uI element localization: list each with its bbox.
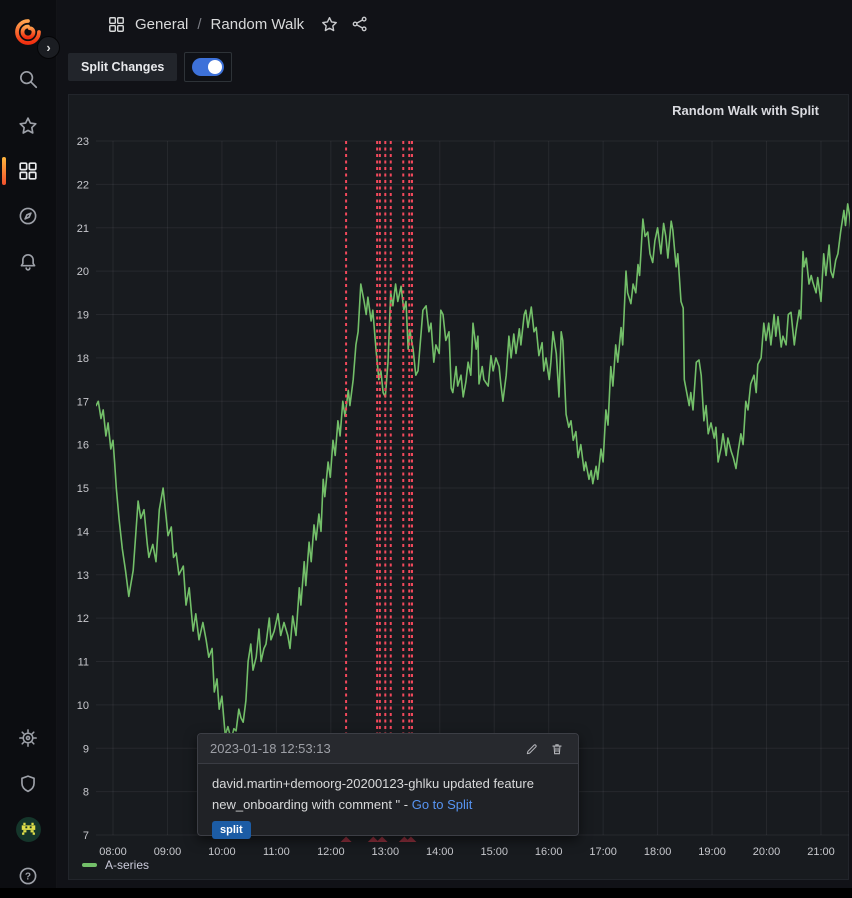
annotation-tags: split: [198, 815, 578, 844]
svg-text:11:00: 11:00: [263, 846, 290, 858]
toggle-pill: [192, 58, 225, 76]
svg-text:19: 19: [77, 310, 89, 322]
share-dashboard-button[interactable]: [349, 13, 371, 35]
annotation-tooltip: 2023-01-18 12:53:13 david.martin+demoorg…: [197, 733, 579, 839]
star-icon: [321, 16, 337, 31]
series-color-swatch: [82, 863, 97, 867]
help-icon: ?: [19, 867, 37, 885]
annotation-message: david.martin+demoorg-20200123-ghlku upda…: [212, 776, 534, 812]
svg-text:13: 13: [77, 570, 89, 582]
panel-title[interactable]: Random Walk with Split: [672, 103, 819, 118]
svg-text:9: 9: [83, 743, 89, 755]
svg-text:16: 16: [77, 440, 89, 452]
share-icon: [352, 16, 367, 32]
delete-annotation-button[interactable]: [548, 740, 566, 758]
svg-text:14:00: 14:00: [426, 846, 454, 858]
sidebar-item-starred[interactable]: [0, 109, 56, 143]
bottom-bar: [0, 888, 852, 898]
sidebar-expand-button[interactable]: ›: [37, 36, 60, 59]
active-indicator: [2, 157, 6, 185]
sidebar-item-help[interactable]: ?: [0, 859, 56, 893]
breadcrumb-separator: /: [197, 15, 202, 33]
svg-text:?: ?: [25, 872, 31, 883]
svg-text:12: 12: [77, 613, 89, 625]
svg-text:13:00: 13:00: [372, 846, 400, 858]
star-dashboard-button[interactable]: [318, 13, 340, 35]
dashboards-grid-icon: [109, 16, 124, 32]
svg-text:22: 22: [77, 179, 89, 191]
svg-text:12:00: 12:00: [317, 846, 345, 858]
edit-annotation-button[interactable]: [523, 740, 541, 758]
trash-icon: [552, 743, 562, 754]
sidebar-item-explore[interactable]: [0, 199, 56, 233]
shield-icon: [21, 775, 35, 793]
svg-text:8: 8: [83, 787, 89, 799]
svg-text:20:00: 20:00: [753, 846, 781, 858]
svg-text:10: 10: [77, 700, 89, 712]
svg-text:15: 15: [77, 483, 89, 495]
search-icon: [20, 71, 38, 89]
svg-text:17:00: 17:00: [589, 846, 617, 858]
breadcrumb-section[interactable]: General: [135, 15, 189, 33]
grafana-flame-icon: [15, 19, 41, 45]
breadcrumb: General / Random Walk: [107, 11, 371, 37]
sidebar-item-dashboards[interactable]: [0, 154, 56, 188]
svg-text:7: 7: [83, 830, 89, 842]
svg-text:20: 20: [77, 266, 89, 278]
dashboards-grid-icon: [19, 162, 37, 180]
tag-split[interactable]: split: [212, 821, 251, 839]
annotation-timestamp: 2023-01-18 12:53:13: [210, 741, 331, 756]
pencil-icon: [526, 743, 537, 754]
gear-icon: [19, 729, 37, 747]
svg-text:17: 17: [77, 396, 89, 408]
split-changes-toggle[interactable]: [184, 52, 233, 82]
star-icon: [19, 117, 37, 134]
toggle-knob: [208, 60, 223, 74]
sidebar: ?: [0, 0, 57, 898]
svg-text:14: 14: [77, 526, 89, 538]
svg-text:21: 21: [77, 223, 89, 235]
breadcrumb-page[interactable]: Random Walk: [210, 15, 305, 33]
svg-text:18: 18: [77, 353, 89, 365]
chevron-right-icon: ›: [46, 40, 51, 55]
split-changes-label: Split Changes: [68, 53, 178, 81]
svg-text:18:00: 18:00: [644, 846, 672, 858]
svg-text:10:00: 10:00: [208, 846, 236, 858]
sidebar-item-plugin[interactable]: [0, 812, 56, 846]
sidebar-item-configuration[interactable]: [0, 721, 56, 755]
svg-text:08:00: 08:00: [99, 846, 127, 858]
annotation-text: david.martin+demoorg-20200123-ghlku upda…: [198, 764, 578, 815]
svg-text:19:00: 19:00: [698, 846, 726, 858]
sidebar-item-server-admin[interactable]: [0, 767, 56, 801]
annotation-tooltip-header: 2023-01-18 12:53:13: [198, 734, 578, 764]
legend-item-a-series[interactable]: A-series: [82, 858, 149, 872]
svg-text:15:00: 15:00: [480, 846, 508, 858]
svg-text:23: 23: [77, 136, 89, 148]
go-to-split-link[interactable]: Go to Split: [411, 797, 473, 812]
series-label: A-series: [105, 858, 150, 872]
chart-canvas[interactable]: 7 8 9 10 11 12 13 14 15 16 17 18 19 20 21 22 23 08:00 09:0…: [69, 95, 850, 879]
submenu-toolbar: Split Changes: [68, 52, 233, 82]
svg-text:16:00: 16:00: [535, 846, 563, 858]
compass-icon: [19, 207, 37, 225]
sidebar-item-alerting[interactable]: [0, 245, 56, 279]
svg-text:11: 11: [78, 657, 89, 669]
sidebar-item-search[interactable]: [0, 62, 56, 96]
svg-text:21:00: 21:00: [807, 846, 835, 858]
svg-text:09:00: 09:00: [154, 846, 182, 858]
grafana-logo[interactable]: [0, 15, 56, 49]
space-invader-icon: [15, 816, 41, 842]
bell-icon: [20, 254, 36, 271]
